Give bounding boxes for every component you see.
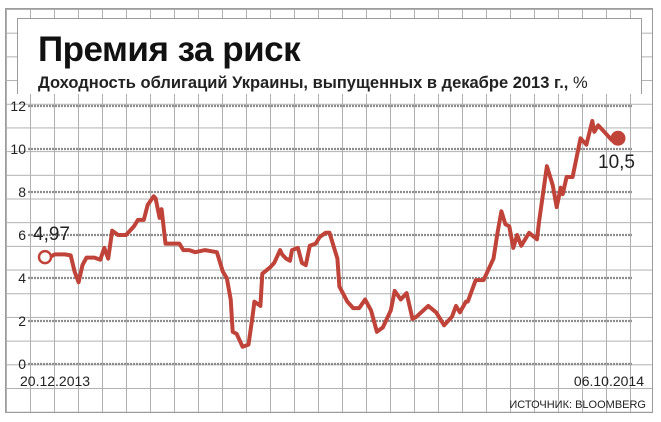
x-start-label: 20.12.2013 — [20, 373, 90, 389]
chart-title: Премия за риск — [38, 30, 301, 69]
start-value-label: 4,97 — [33, 224, 70, 245]
y-tick-label: 10 — [10, 141, 26, 157]
y-tick-label: 2 — [18, 313, 26, 329]
x-end-label: 06.10.2014 — [574, 373, 644, 389]
yield-line — [43, 119, 620, 349]
end-marker — [610, 130, 626, 146]
end-value-label: 10,5 — [598, 152, 635, 173]
y-tick-label: 0 — [18, 356, 26, 372]
y-tick-label: 4 — [18, 270, 26, 286]
y-tick-label: 12 — [10, 98, 26, 114]
y-tick-label: 8 — [18, 184, 26, 200]
start-marker — [37, 249, 53, 265]
title-box — [17, 18, 642, 94]
subtitle-text: Доходность облигаций Украины, выпущенных… — [38, 74, 569, 92]
unit-label: % — [572, 74, 588, 92]
y-tick-label: 6 — [18, 227, 26, 243]
chart-subtitle: Доходность облигаций Украины, выпущенных… — [38, 75, 588, 92]
source-label: ИСТОЧНИК: BLOOMBERG — [509, 399, 646, 411]
